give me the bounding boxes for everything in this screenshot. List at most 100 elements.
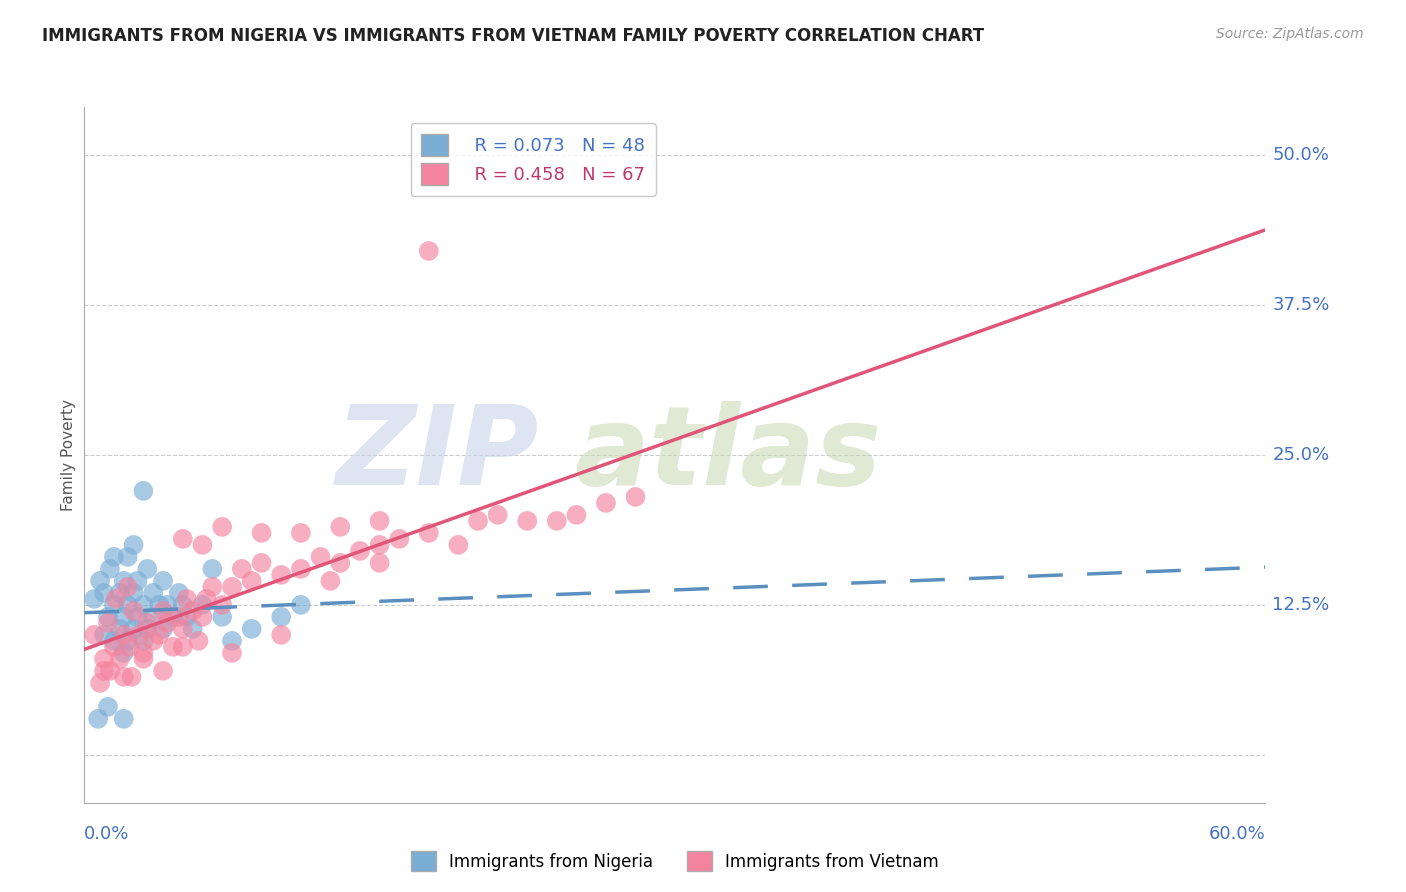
Point <box>148 628 170 642</box>
Point <box>201 580 224 594</box>
Text: 25.0%: 25.0% <box>1272 446 1330 464</box>
Point <box>319 574 342 588</box>
Point <box>191 610 214 624</box>
Text: 12.5%: 12.5% <box>1272 596 1330 614</box>
Point <box>368 538 391 552</box>
Point <box>211 610 233 624</box>
Point <box>142 586 165 600</box>
Text: ZIP: ZIP <box>336 401 538 508</box>
Point <box>108 622 131 636</box>
Point <box>187 633 209 648</box>
Text: 0.0%: 0.0% <box>84 825 129 843</box>
Point <box>121 670 143 684</box>
Point <box>97 615 120 630</box>
Point <box>112 646 135 660</box>
Point <box>290 598 312 612</box>
Point <box>240 622 263 636</box>
Point <box>136 615 159 630</box>
Point <box>136 562 159 576</box>
Point <box>250 556 273 570</box>
Point <box>270 610 292 624</box>
Point <box>565 508 588 522</box>
Point <box>117 580 139 594</box>
Point <box>97 699 120 714</box>
Point <box>176 591 198 606</box>
Point <box>167 586 190 600</box>
Point <box>231 562 253 576</box>
Point <box>103 640 125 654</box>
Point <box>142 610 165 624</box>
Point <box>112 574 135 588</box>
Point <box>486 508 509 522</box>
Point <box>172 622 194 636</box>
Point <box>132 483 155 498</box>
Point <box>89 574 111 588</box>
Point <box>368 514 391 528</box>
Point <box>546 514 568 528</box>
Point <box>98 562 121 576</box>
Text: Source: ZipAtlas.com: Source: ZipAtlas.com <box>1216 27 1364 41</box>
Point <box>118 640 141 654</box>
Point <box>104 591 127 606</box>
Point <box>447 538 470 552</box>
Point <box>162 610 184 624</box>
Point <box>270 567 292 582</box>
Point <box>117 633 139 648</box>
Point <box>624 490 647 504</box>
Point <box>122 604 145 618</box>
Point <box>418 244 440 258</box>
Point <box>103 633 125 648</box>
Point <box>132 598 155 612</box>
Point <box>156 598 179 612</box>
Point <box>127 610 149 624</box>
Point <box>112 670 135 684</box>
Point <box>112 712 135 726</box>
Point <box>172 640 194 654</box>
Point <box>172 532 194 546</box>
Point <box>98 664 121 678</box>
Point <box>128 628 150 642</box>
Point <box>132 652 155 666</box>
Point <box>87 712 110 726</box>
Text: 37.5%: 37.5% <box>1272 296 1330 314</box>
Point <box>93 652 115 666</box>
Point <box>122 622 145 636</box>
Point <box>368 556 391 570</box>
Point <box>595 496 617 510</box>
Point <box>136 622 159 636</box>
Point <box>221 646 243 660</box>
Point <box>122 586 145 600</box>
Point <box>112 628 135 642</box>
Point <box>221 633 243 648</box>
Point <box>156 615 179 630</box>
Text: 50.0%: 50.0% <box>1272 146 1329 164</box>
Point <box>132 633 155 648</box>
Point <box>195 591 218 606</box>
Point <box>467 514 489 528</box>
Point <box>148 598 170 612</box>
Point <box>329 556 352 570</box>
Point <box>152 664 174 678</box>
Legend:   R = 0.073   N = 48,   R = 0.458   N = 67: R = 0.073 N = 48, R = 0.458 N = 67 <box>411 123 655 196</box>
Point <box>112 610 135 624</box>
Point <box>181 604 204 618</box>
Text: atlas: atlas <box>575 401 882 508</box>
Point <box>162 640 184 654</box>
Point <box>89 676 111 690</box>
Point <box>122 538 145 552</box>
Point <box>93 586 115 600</box>
Point <box>108 586 131 600</box>
Point <box>290 525 312 540</box>
Point <box>329 520 352 534</box>
Point <box>176 610 198 624</box>
Point <box>83 628 105 642</box>
Point <box>117 598 139 612</box>
Point <box>418 525 440 540</box>
Point <box>83 591 105 606</box>
Point <box>108 652 131 666</box>
Point <box>152 622 174 636</box>
Point <box>172 598 194 612</box>
Point <box>103 598 125 612</box>
Point <box>201 562 224 576</box>
Point <box>388 532 411 546</box>
